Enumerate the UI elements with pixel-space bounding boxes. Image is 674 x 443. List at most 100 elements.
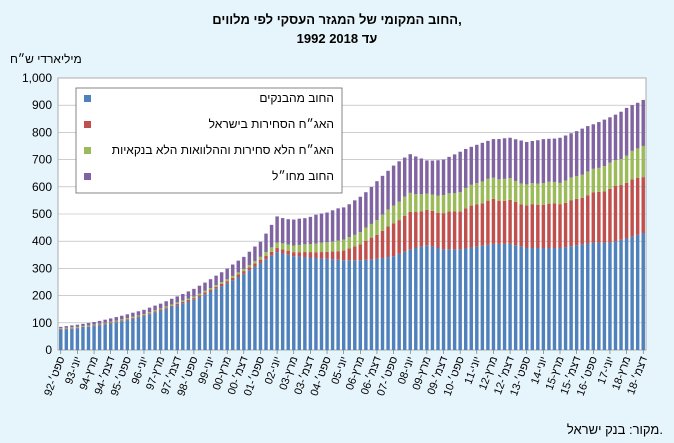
bar-segment — [75, 326, 80, 328]
bar-segment — [425, 160, 429, 194]
bar-segment — [513, 202, 518, 246]
bar-segment — [158, 308, 163, 310]
bar-segment — [591, 124, 596, 169]
bar-segment — [108, 318, 113, 322]
bar-segment — [624, 155, 629, 183]
bar-segment — [464, 248, 468, 350]
bar-segment — [486, 244, 490, 350]
bar-segment — [153, 311, 157, 313]
bar-segment — [563, 135, 568, 181]
bar-segment — [469, 184, 473, 206]
bar-segment — [236, 272, 240, 275]
bar-segment — [430, 210, 435, 247]
bar-segment — [353, 200, 357, 235]
bar-segment — [264, 259, 268, 350]
bar-segment — [236, 277, 240, 350]
bar-segment — [536, 204, 540, 248]
bar-segment — [391, 256, 396, 350]
bar-segment — [108, 321, 113, 323]
bar-segment — [181, 294, 185, 301]
bar-segment — [502, 178, 507, 201]
bar-segment — [408, 192, 412, 212]
bar-segment — [597, 242, 601, 350]
bar-segment — [397, 220, 401, 254]
bar-segment — [641, 233, 645, 350]
bar-segment — [236, 274, 240, 278]
bar-segment — [386, 209, 390, 227]
bar-segment — [447, 211, 451, 250]
bar-segment — [563, 247, 568, 350]
bar-segment — [458, 211, 462, 250]
bar-segment — [325, 242, 329, 252]
bar-segment — [569, 133, 573, 178]
bar-segment — [114, 321, 118, 323]
chart-title: החוב המקומי של המגזר העסקי לפי מלווים, — [212, 12, 461, 27]
bar-segment — [441, 159, 446, 196]
bar-segment — [97, 320, 102, 324]
bar-segment — [425, 245, 429, 350]
bar-segment — [414, 248, 418, 350]
bar-segment — [525, 141, 529, 185]
bar-segment — [153, 310, 157, 312]
bar-segment — [92, 322, 96, 325]
bar-segment — [297, 252, 302, 257]
bar-segment — [253, 260, 257, 264]
bar-segment — [591, 242, 596, 350]
bar-segment — [341, 239, 346, 251]
legend-label: האג״ח הסחירות בישראל — [209, 117, 334, 131]
bar-segment — [64, 326, 69, 328]
y-tick-label: 500 — [32, 207, 52, 221]
bar-segment — [330, 210, 335, 242]
bar-segment — [502, 200, 507, 244]
bar-segment — [181, 300, 185, 302]
bar-segment — [136, 311, 141, 316]
bar-segment — [630, 236, 634, 350]
bar-segment — [319, 213, 324, 243]
bar-segment — [170, 305, 174, 307]
bar-segment — [469, 247, 473, 350]
y-tick-label: 800 — [32, 125, 52, 139]
bar-segment — [197, 285, 202, 294]
bar-segment — [120, 319, 124, 321]
bar-segment — [203, 292, 207, 295]
bar-segment — [414, 194, 418, 213]
bar-segment — [436, 160, 440, 196]
bar-segment — [164, 307, 168, 309]
bar-segment — [436, 195, 440, 213]
bar-segment — [253, 246, 257, 261]
legend-swatch — [84, 173, 91, 180]
bar-segment — [59, 328, 63, 330]
bar-segment — [591, 168, 596, 193]
bar-segment — [275, 216, 279, 243]
bar-segment — [480, 203, 485, 246]
bar-segment — [508, 137, 512, 179]
bar-segment — [402, 157, 407, 197]
bar-segment — [464, 148, 468, 188]
bar-segment — [214, 275, 218, 286]
bar-segment — [547, 181, 551, 204]
bar-segment — [519, 246, 523, 350]
bar-segment — [469, 205, 473, 248]
bar-segment — [336, 259, 340, 350]
bar-segment — [430, 160, 435, 195]
bar-segment — [330, 251, 335, 260]
bar-segment — [341, 207, 346, 240]
bar-segment — [258, 259, 263, 263]
bar-segment — [192, 296, 196, 299]
bar-segment — [580, 197, 584, 245]
bar-segment — [436, 212, 440, 248]
y-tick-label: 1,000 — [22, 71, 52, 85]
bar-segment — [547, 248, 551, 350]
bar-segment — [208, 289, 213, 292]
y-axis: 0 100 200 300 400 500 600 700 800 900 1,000 — [22, 71, 52, 357]
bar-segment — [114, 317, 118, 321]
bar-segment — [619, 111, 623, 159]
bar-segment — [635, 102, 640, 149]
bar-segment — [225, 279, 229, 282]
bar-segment — [419, 211, 424, 247]
bar-segment — [86, 322, 91, 326]
bar-segment — [574, 245, 579, 350]
bar-segment — [247, 264, 252, 268]
bar-segment — [586, 195, 590, 244]
bar-segment — [386, 226, 390, 258]
